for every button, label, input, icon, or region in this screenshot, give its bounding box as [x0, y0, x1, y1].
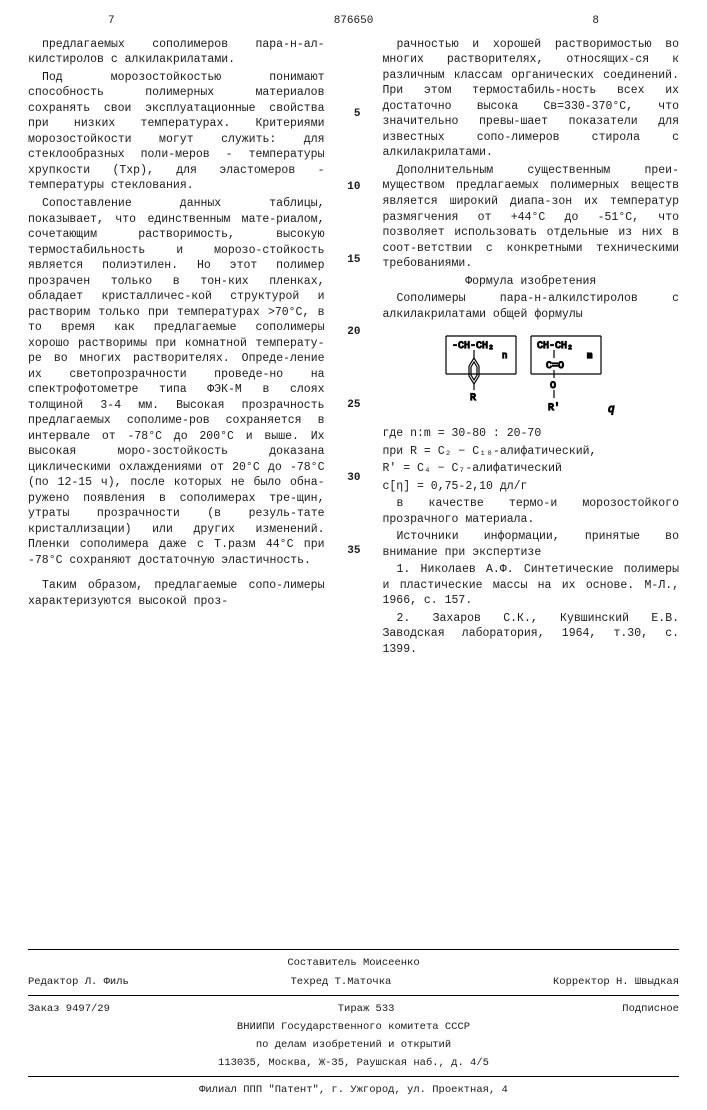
- publisher-address: 113035, Москва, Ж-35, Раушская наб., д. …: [28, 1054, 679, 1072]
- svg-text:m: m: [587, 351, 592, 361]
- compiler: Составитель Моисеенко: [287, 956, 419, 970]
- line-num: 20: [347, 325, 361, 340]
- where-line: R' = C₄ − C₇-алифатический: [383, 461, 680, 477]
- where-line: при R = C₂ − C₁₀-алифатический,: [383, 444, 680, 460]
- page-header: 7 876650 8: [28, 14, 679, 29]
- para: рачностью и хорошей растворимостью во мн…: [383, 37, 680, 161]
- corrector: Корректор Н. Швыдкая: [553, 975, 679, 989]
- imprint-footer: Составитель Моисеенко Редактор Л. Филь Т…: [28, 949, 679, 1099]
- page-num-right: 8: [592, 14, 599, 29]
- patent-page: 7 876650 8 предлагаемых сополимеров пара…: [0, 0, 707, 1110]
- footer-row: Составитель Моисеенко: [28, 954, 679, 972]
- svg-text:CH-CH₂: CH-CH₂: [537, 341, 573, 352]
- svg-text:C=O: C=O: [546, 361, 564, 372]
- typesetter: Техред Т.Маточка: [290, 975, 391, 989]
- divider: [28, 995, 679, 996]
- footer-row: Заказ 9497/29 Тираж 533 Подписное: [28, 1000, 679, 1018]
- branch-address: Филиал ППП "Патент", г. Ужгород, ул. Про…: [28, 1081, 679, 1099]
- print-run: Тираж 533: [338, 1002, 395, 1016]
- structure-svg: -CH-CH₂ n R CH-CH₂ m C=O O: [436, 328, 626, 420]
- svg-text:O: O: [550, 381, 556, 392]
- para: Сопоставление данных таблицы, показывает…: [28, 196, 325, 568]
- para: Дополнительным существенным преи-муществ…: [383, 163, 680, 272]
- publisher-line: по делам изобретений и открытий: [28, 1036, 679, 1054]
- line-num: 35: [347, 544, 361, 559]
- line-num: 25: [347, 398, 361, 413]
- chemical-formula: -CH-CH₂ n R CH-CH₂ m C=O O: [383, 328, 680, 420]
- patent-number: 876650: [334, 14, 374, 29]
- refs-title: Источники информации, принятые во вниман…: [383, 529, 680, 560]
- order-number: Заказ 9497/29: [28, 1002, 110, 1016]
- svg-text:R': R': [548, 402, 560, 414]
- svg-text:q: q: [608, 404, 615, 416]
- para: Под морозостойкостью понимают способност…: [28, 70, 325, 194]
- para: в качестве термо-и морозостойкого прозра…: [383, 496, 680, 527]
- footer-row: Редактор Л. Филь Техред Т.Маточка Коррек…: [28, 973, 679, 991]
- page-num-left: 7: [108, 14, 115, 29]
- publisher-line: ВНИИПИ Государственного комитета СССР: [28, 1018, 679, 1036]
- line-num: 10: [347, 180, 361, 195]
- claims-title: Формула изобретения: [383, 274, 680, 290]
- line-num: 5: [347, 107, 361, 122]
- reference: 1. Николаев А.Ф. Синтетические полимеры …: [383, 562, 680, 609]
- line-num: 15: [347, 253, 361, 268]
- reference: 2. Захаров С.К., Кувшинский Е.В. Заводск…: [383, 611, 680, 658]
- para: предлагаемых сополимеров пара-н-ал-килст…: [28, 37, 325, 68]
- svg-text:-CH-CH₂: -CH-CH₂: [452, 341, 494, 352]
- left-column: предлагаемых сополимеров пара-н-ал-килст…: [28, 37, 325, 660]
- where-line: с[η] = 0,75-2,10 дл/г: [383, 479, 680, 495]
- line-number-gutter: 5 10 15 20 25 30 35: [347, 37, 361, 660]
- line-num: 30: [347, 471, 361, 486]
- right-column: рачностью и хорошей растворимостью во мн…: [383, 37, 680, 660]
- editor: Редактор Л. Филь: [28, 975, 129, 989]
- svg-text:R: R: [470, 393, 476, 404]
- two-column-body: предлагаемых сополимеров пара-н-ал-килст…: [28, 37, 679, 660]
- subscription: Подписное: [622, 1002, 679, 1016]
- para: Сополимеры пара-н-алкилстиролов с алкила…: [383, 291, 680, 322]
- where-line: где n:m = 30-80 : 20-70: [383, 426, 680, 442]
- divider: [28, 1076, 679, 1077]
- svg-text:n: n: [502, 351, 507, 361]
- divider: [28, 949, 679, 950]
- para: Таким образом, предлагаемые сопо-лимеры …: [28, 578, 325, 609]
